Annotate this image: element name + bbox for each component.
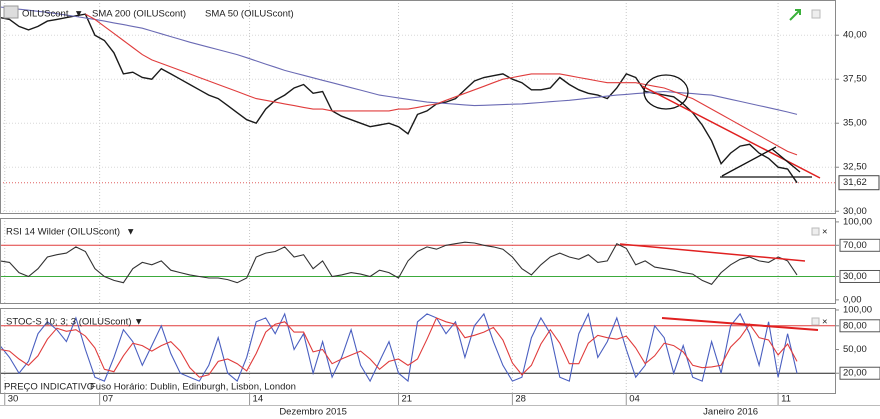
plot-layer [0,0,835,393]
y-tick-label: 100,00 [843,304,872,315]
x-tick-label: 30 [8,394,19,405]
series-line [0,241,798,285]
panel-frames [0,0,880,406]
legend-main: OILUScont ▼ SMA 200 (OILUScont) SMA 50 (… [3,5,821,21]
window-button[interactable] [811,9,821,19]
y-tick-label: 70,00 [843,240,867,251]
y-tick-label: 30,00 [843,271,867,282]
y-tick-label: 35,00 [843,118,867,129]
tick-label-box [839,319,880,333]
y-tick-label: 40,00 [843,30,867,41]
series-line [0,317,798,378]
timezone: Fuso Horário: Dublin, Edinburgh, Lisbon,… [90,382,296,393]
legend-entry: STOC-S 10; 3; 3 (OILUScont) [6,317,131,328]
drawings [619,74,821,331]
symbol-icon[interactable] [3,5,19,19]
series-line [0,6,798,115]
last-price-box [838,175,880,191]
trend-icon[interactable] [789,9,801,21]
x-tick-label: 21 [402,394,413,405]
dropdown[interactable]: ▼ [134,317,143,328]
series-line [0,312,798,383]
close-button[interactable]: × [822,317,828,328]
legend-entry: SMA 200 (OILUScont) [92,9,186,20]
x-tick-label: 28 [515,394,526,405]
legend-entry: OILUScont [22,9,69,20]
y-tick-label: 32,50 [843,162,867,173]
x-tick-label: 11 [781,394,791,405]
legend-entry: RSI 14 Wilder (OILUScont) [6,227,120,238]
dropdown[interactable]: ▼ [126,227,135,238]
series-line [0,13,798,184]
close-button[interactable]: × [822,227,828,238]
y-tick-label: 20,00 [843,368,867,379]
tick-label-box [839,269,880,283]
y-tick-label: 30,00 [843,206,867,217]
y-tick-label: 80,00 [843,320,867,331]
window-button[interactable] [811,317,820,326]
month-label: Dezembro 2015 [279,407,347,418]
y-tick-label: 37,50 [843,74,867,85]
month-label: Janeiro 2016 [703,407,758,418]
y-tick-label: 0,00 [843,294,862,305]
x-tick-label: 14 [253,394,264,405]
y-tick-label: 50,00 [843,344,867,355]
legend-entry: SMA 50 (OILUScont) [205,9,294,20]
dropdown[interactable]: ▼ [74,9,83,20]
tick-label-box [839,238,880,252]
series-line [85,13,798,156]
footnote: PREÇO INDICATIVO [4,382,94,393]
tick-label-box [839,366,880,380]
legend-stoch: STOC-S 10; 3; 3 (OILUScont) ▼ × PREÇO IN… [4,317,828,393]
y-tick-label: 100,00 [843,216,872,227]
x-tick-label: 04 [629,394,640,405]
x-tick-label: 07 [103,394,114,405]
legend-rsi: RSI 14 Wilder (OILUScont) ▼ × [6,227,828,238]
last-price-label: 31,62 [843,177,867,188]
window-button[interactable] [811,227,820,236]
